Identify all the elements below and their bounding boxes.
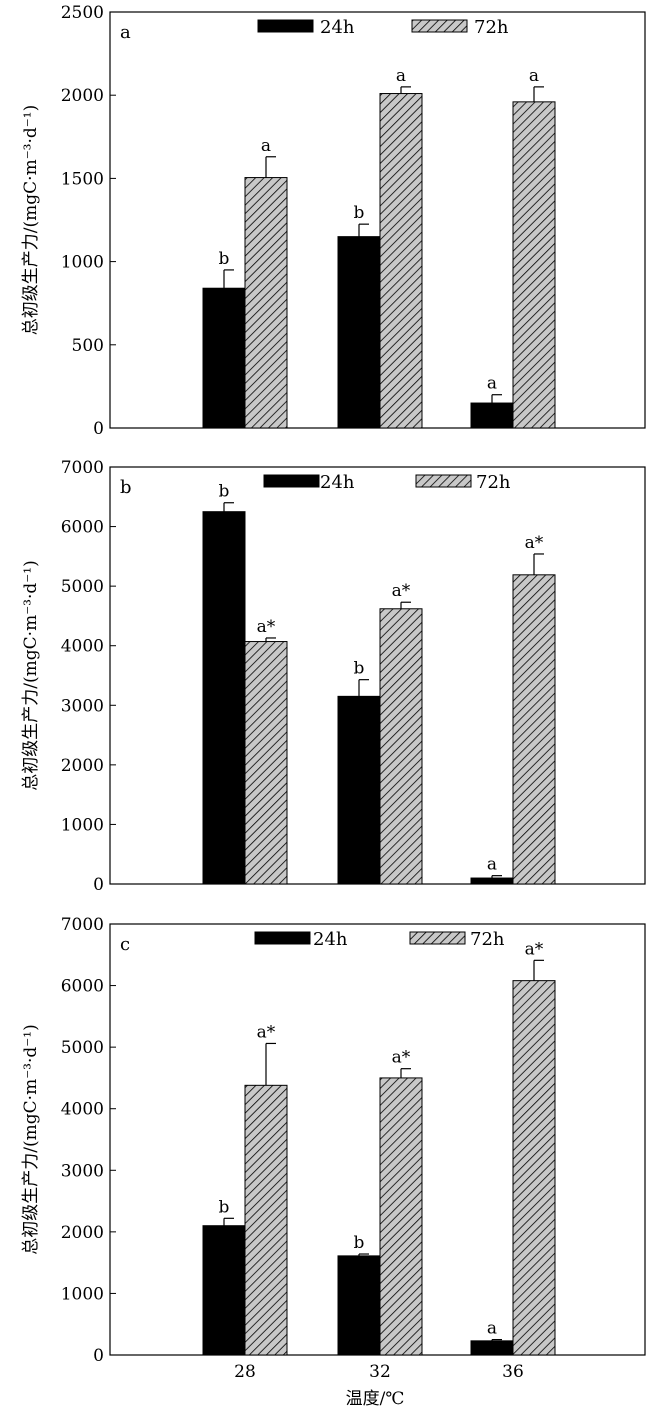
y-tick-label: 7000 (61, 458, 104, 478)
legend-swatch-72h (411, 19, 468, 33)
panel-c: 0 1000 2000 3000 4000 5000 6000 7000 b b a a* a* a* c 2… (21, 915, 646, 1366)
y-tick-label: 1000 (61, 1284, 104, 1304)
legend-label: 24h (313, 929, 348, 950)
significance-label: b (354, 203, 365, 223)
legend-swatch-72h (409, 931, 466, 945)
bar-24h-32 (337, 236, 381, 429)
significance-label: a* (257, 1022, 276, 1042)
panel-letter: a (120, 22, 131, 43)
y-tick-label: 7000 (61, 915, 104, 935)
legend-swatch-24h (257, 19, 314, 33)
y-tick-label: 4000 (61, 1100, 104, 1120)
x-tick-label: 28 (234, 1362, 256, 1382)
bar-72h-32 (379, 1077, 423, 1356)
bar-24h-28 (202, 287, 246, 429)
y-tick-label: 5000 (61, 1038, 104, 1058)
significance-label: a (529, 66, 539, 86)
y-tick-label: 5000 (61, 577, 104, 597)
significance-label: a* (392, 1048, 411, 1068)
y-tick-label: 2000 (61, 756, 104, 776)
panel-letter: c (120, 934, 130, 955)
legend-swatch-24h (263, 474, 320, 488)
x-tick-label: 32 (369, 1362, 391, 1382)
bar-24h-36 (470, 877, 514, 885)
legend-label: 72h (470, 929, 505, 950)
y-tick-label: 3000 (61, 1161, 104, 1181)
y-tick-label: 0 (93, 1346, 104, 1366)
bar-72h-32 (379, 93, 423, 429)
bar-24h-32 (337, 695, 381, 885)
bar-72h-36 (512, 101, 556, 429)
significance-label: a (487, 855, 497, 875)
bar-24h-28 (202, 1225, 246, 1356)
legend-label: 24h (320, 472, 355, 493)
legend-swatch-24h (254, 931, 311, 945)
panel-letter: b (120, 477, 132, 498)
y-tick-label: 0 (93, 875, 104, 895)
significance-label: b (354, 1233, 365, 1253)
significance-label: a* (392, 581, 411, 601)
significance-label: a* (525, 533, 544, 553)
bar-24h-36 (470, 402, 514, 429)
y-tick-label: 6000 (61, 977, 104, 997)
significance-label: b (219, 249, 230, 269)
significance-label: a* (525, 939, 544, 959)
y-tick-label: 0 (93, 419, 104, 439)
bar-72h-36 (512, 574, 556, 885)
legend-label: 24h (320, 17, 355, 38)
y-tick-label: 2500 (61, 3, 104, 23)
y-axis-label: 总初级生产力/(mgC·m⁻³·d⁻¹) (21, 1024, 41, 1254)
y-tick-label: 6000 (61, 518, 104, 538)
bar-24h-36 (470, 1340, 514, 1356)
x-tick-label: 36 (502, 1362, 524, 1382)
y-tick-label: 1000 (61, 815, 104, 835)
bar-72h-28 (244, 1084, 288, 1356)
significance-label: a* (257, 617, 276, 637)
bar-72h-36 (512, 980, 556, 1356)
y-tick-label: 1500 (61, 169, 104, 189)
bar-72h-28 (244, 641, 288, 885)
panel-a: 0 500 1000 1500 2000 2500 b b a a a a a 24h 72h 总初级生产力/… (21, 3, 646, 439)
y-axis-label: 总初级生产力/(mgC·m⁻³·d⁻¹) (21, 560, 41, 790)
legend-swatch-72h (415, 474, 472, 488)
y-axis-label: 总初级生产力/(mgC·m⁻³·d⁻¹) (21, 105, 41, 335)
panel-b: 0 1000 2000 3000 4000 5000 6000 7000 b b a a* a* a* b 2… (21, 458, 646, 895)
significance-label: a (396, 66, 406, 86)
significance-label: a (487, 374, 497, 394)
x-axis-label: 温度/℃ (346, 1389, 405, 1409)
y-tick-label: 500 (72, 336, 104, 356)
bar-24h-32 (337, 1255, 381, 1356)
y-tick-label: 3000 (61, 696, 104, 716)
bar-72h-32 (379, 608, 423, 885)
significance-label: b (219, 1197, 230, 1217)
y-tick-label: 1000 (61, 253, 104, 273)
y-tick-label: 2000 (61, 1223, 104, 1243)
y-tick-label: 4000 (61, 637, 104, 657)
significance-label: b (219, 482, 230, 502)
significance-label: b (354, 659, 365, 679)
bar-72h-28 (244, 177, 288, 429)
significance-label: a (487, 1319, 497, 1339)
y-tick-label: 2000 (61, 86, 104, 106)
legend-label: 72h (476, 472, 511, 493)
legend-label: 72h (474, 17, 509, 38)
significance-label: a (261, 136, 271, 156)
bar-24h-28 (202, 511, 246, 885)
